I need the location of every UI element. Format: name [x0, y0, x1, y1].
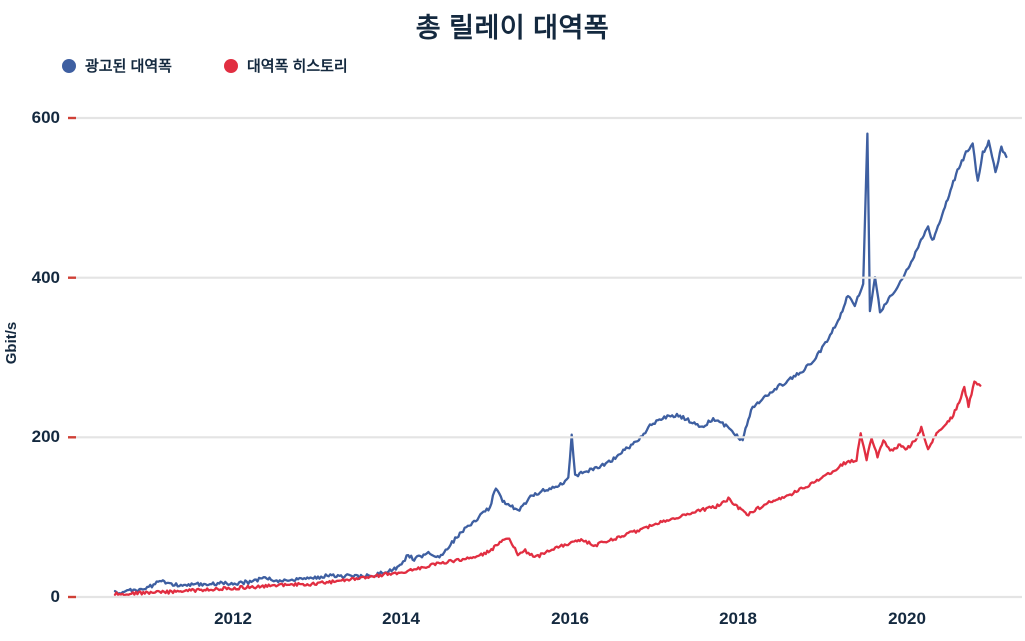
legend-label-history: 대역폭 히스토리 — [246, 58, 348, 75]
y-tick-label-400: 400 — [31, 268, 60, 287]
y-tick-label-600: 600 — [31, 108, 60, 127]
y-tick-label-0: 0 — [50, 587, 60, 606]
legend-item-history: 대역폭 히스토리 — [223, 55, 348, 76]
legend-item-advertised: 광고된 대역폭 — [62, 55, 172, 76]
chart-title: 총 릴레이 대역폭 — [415, 13, 610, 43]
advertised-series-dot-icon — [62, 58, 76, 73]
x-tick-label-2014: 2014 — [382, 609, 420, 628]
advertised-bandwidth-line — [113, 132, 1008, 595]
history-series-dot-icon — [223, 58, 238, 73]
y-tick-label-200: 200 — [31, 427, 60, 446]
x-tick-label-2018: 2018 — [719, 609, 757, 628]
x-tick-label-2012: 2012 — [214, 609, 252, 628]
legend-label-advertised: 광고된 대역폭 — [85, 58, 172, 75]
bandwidth-history-line — [113, 380, 982, 597]
x-tick-label-2016: 2016 — [551, 609, 589, 628]
legend: 광고된 대역폭 대역폭 히스토리 — [62, 55, 348, 76]
x-tick-label-2020: 2020 — [888, 609, 926, 628]
